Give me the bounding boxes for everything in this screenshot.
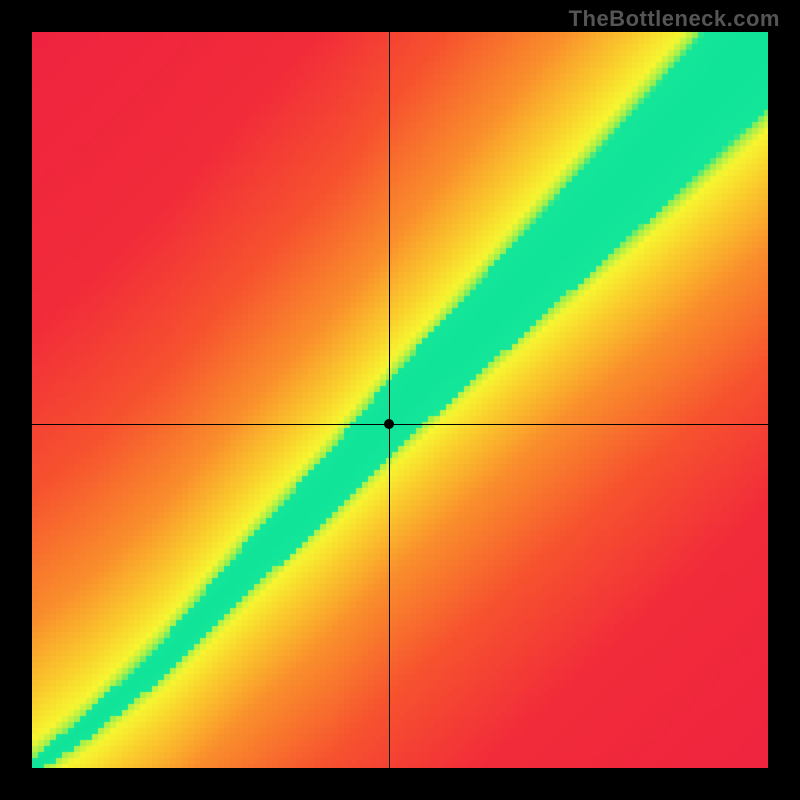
heatmap-canvas [32,32,768,768]
chart-frame: TheBottleneck.com [0,0,800,800]
watermark-text: TheBottleneck.com [569,6,780,32]
marker-point [384,419,394,429]
crosshair-vertical [389,32,390,768]
heatmap-plot [32,32,768,768]
crosshair-horizontal [32,424,768,425]
